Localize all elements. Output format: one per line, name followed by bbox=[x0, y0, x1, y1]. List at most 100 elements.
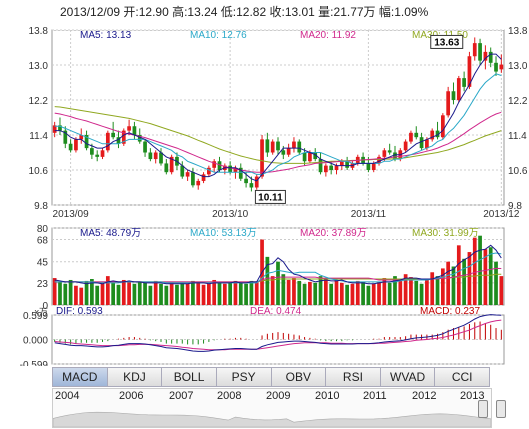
volume-bar bbox=[63, 283, 68, 305]
volume-bar bbox=[361, 281, 365, 305]
volume-bar bbox=[68, 279, 73, 305]
candle-body bbox=[387, 150, 392, 153]
volume-bar bbox=[148, 285, 153, 305]
max-price-box bbox=[430, 34, 464, 49]
candle-body bbox=[414, 132, 419, 138]
year-label-2011: 2011 bbox=[363, 390, 387, 402]
price-tick-left: 10.6 bbox=[29, 166, 49, 177]
volume-bar bbox=[84, 280, 89, 305]
volume-bar bbox=[116, 284, 121, 305]
candle-body bbox=[329, 165, 334, 170]
candle-body bbox=[249, 183, 254, 188]
candle-body bbox=[440, 115, 445, 138]
volume-bar bbox=[137, 281, 142, 305]
candle-body bbox=[217, 161, 222, 170]
price-legend-ma5: MA5: 13.13 bbox=[80, 30, 132, 41]
candle-body bbox=[180, 165, 185, 177]
candle-body bbox=[467, 56, 472, 87]
volume-bar bbox=[419, 283, 424, 305]
price-tick-right: 9.8 bbox=[508, 201, 522, 212]
volume-bar bbox=[297, 280, 302, 305]
year-label-2012: 2012 bbox=[412, 390, 437, 402]
volume-bar bbox=[483, 249, 488, 305]
volume-bar bbox=[212, 279, 217, 305]
candle-body bbox=[132, 126, 137, 135]
volume-bar bbox=[74, 285, 78, 305]
candle-body bbox=[63, 130, 68, 144]
tab-psy[interactable]: PSY bbox=[216, 367, 272, 387]
price-panel-frame bbox=[51, 29, 505, 206]
volume-bar bbox=[254, 281, 259, 305]
candle-body bbox=[302, 152, 307, 162]
volume-bar bbox=[308, 281, 312, 305]
candle-body bbox=[483, 51, 488, 61]
volume-bar bbox=[478, 235, 482, 305]
candle-body bbox=[169, 156, 174, 173]
candle-body bbox=[339, 161, 344, 166]
volume-bar bbox=[164, 285, 169, 305]
candle-body bbox=[201, 174, 206, 181]
volume-bar bbox=[222, 283, 227, 305]
candle-body bbox=[238, 167, 243, 179]
tab-rsi[interactable]: RSI bbox=[326, 367, 381, 387]
candle-body bbox=[212, 161, 217, 168]
candle-body bbox=[313, 152, 318, 160]
dea-label: DEA: 0.474 bbox=[250, 306, 302, 317]
candle-body bbox=[446, 91, 451, 116]
price-tick-right: 12.2 bbox=[508, 96, 528, 107]
timeline-right-handle[interactable] bbox=[496, 400, 506, 418]
candle-body bbox=[281, 150, 286, 155]
candle-body bbox=[393, 152, 397, 160]
candle-body bbox=[58, 125, 62, 131]
tab-macd[interactable]: MACD bbox=[52, 367, 108, 387]
tab-cci[interactable]: CCI bbox=[435, 367, 490, 387]
candle-body bbox=[425, 139, 429, 149]
candle-body bbox=[127, 126, 131, 131]
volume-bar bbox=[153, 280, 158, 305]
volume-bar bbox=[244, 283, 248, 305]
timeline-left-handle[interactable] bbox=[478, 400, 488, 418]
candle-body bbox=[377, 156, 381, 164]
tab-boll[interactable]: BOLL bbox=[162, 367, 217, 387]
candle-body bbox=[84, 135, 89, 149]
volume-tick: 0 bbox=[42, 301, 48, 312]
indicator-tabs: MACD KDJ BOLL PSY OBV RSI WVAD CCI bbox=[52, 367, 490, 387]
volume-bar bbox=[425, 279, 429, 305]
macd-label: MACD: 0.237 bbox=[420, 306, 480, 317]
volume-bar bbox=[462, 258, 466, 305]
candle-body bbox=[435, 130, 440, 138]
volume-bar bbox=[323, 278, 328, 305]
candle-body bbox=[345, 161, 349, 168]
volume-bar bbox=[143, 282, 147, 305]
volume-bar bbox=[318, 276, 323, 305]
price-tick-left: 12.2 bbox=[29, 96, 49, 107]
candle-body bbox=[456, 78, 461, 100]
candle-body bbox=[308, 152, 312, 162]
volume-tick: 23 bbox=[37, 279, 49, 290]
volume-bar bbox=[52, 278, 57, 305]
candle-body bbox=[137, 135, 142, 142]
volume-legend-ma20: MA20: 37.89万 bbox=[300, 228, 367, 239]
date-tick-label: 2013/12 bbox=[483, 209, 520, 220]
volume-bar bbox=[371, 283, 376, 305]
volume-bar bbox=[191, 280, 195, 305]
volume-bar bbox=[132, 283, 137, 305]
timeline-navigator[interactable]: 2004 2006 2007 2008 2009 2010 2011 2012 … bbox=[52, 388, 492, 428]
volume-bar bbox=[456, 245, 461, 305]
volume-bar bbox=[228, 281, 233, 305]
tab-wvad[interactable]: WVAD bbox=[380, 367, 436, 387]
candle-body bbox=[191, 172, 195, 186]
volume-tick: 45 bbox=[37, 258, 49, 269]
dea-line bbox=[54, 319, 502, 351]
candle-body bbox=[430, 130, 435, 140]
tab-kdj[interactable]: KDJ bbox=[107, 367, 163, 387]
volume-bar bbox=[281, 274, 286, 305]
price-ma10-line bbox=[54, 73, 502, 175]
candle-body bbox=[260, 139, 264, 177]
candle-body bbox=[111, 132, 116, 138]
tab-obv[interactable]: OBV bbox=[271, 367, 327, 387]
candle-body bbox=[403, 141, 408, 151]
min-price-box bbox=[254, 189, 286, 204]
candle-body bbox=[95, 154, 100, 157]
volume-bar bbox=[350, 283, 355, 305]
